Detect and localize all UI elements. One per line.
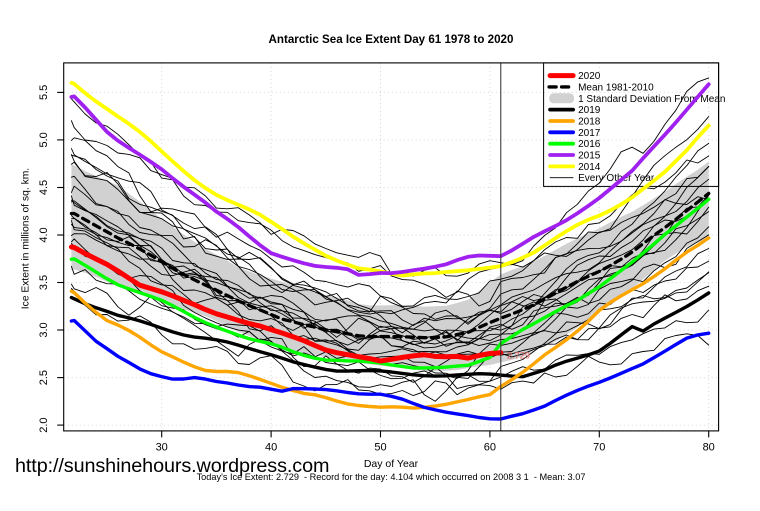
- svg-text:Every Other Year: Every Other Year: [578, 173, 655, 184]
- svg-text:2018: 2018: [578, 117, 601, 128]
- svg-text:5.0: 5.0: [38, 132, 50, 147]
- svg-text:40: 40: [265, 442, 277, 454]
- svg-text:2014: 2014: [578, 162, 601, 173]
- svg-text:1 Standard Deviation From Mean: 1 Standard Deviation From Mean: [578, 94, 725, 105]
- svg-text:3.0: 3.0: [38, 322, 50, 337]
- svg-text:2.729: 2.729: [507, 351, 530, 361]
- svg-text:70: 70: [593, 442, 605, 454]
- svg-text:2.0: 2.0: [38, 417, 50, 432]
- svg-text:2019: 2019: [578, 105, 601, 116]
- svg-text:60: 60: [484, 442, 496, 454]
- svg-text:80: 80: [703, 442, 715, 454]
- svg-text:2016: 2016: [578, 139, 601, 150]
- svg-text:2.5: 2.5: [38, 370, 50, 385]
- svg-text:Mean 1981-2010: Mean 1981-2010: [578, 82, 654, 93]
- svg-text:5.5: 5.5: [38, 85, 50, 100]
- svg-text:3.5: 3.5: [38, 275, 50, 290]
- svg-text:2020: 2020: [578, 71, 601, 82]
- svg-text:30: 30: [156, 442, 168, 454]
- svg-text:2015: 2015: [578, 151, 601, 162]
- svg-text:50: 50: [374, 442, 386, 454]
- svg-text:4.0: 4.0: [38, 227, 50, 242]
- svg-text:2017: 2017: [578, 128, 601, 139]
- svg-text:4.5: 4.5: [38, 180, 50, 195]
